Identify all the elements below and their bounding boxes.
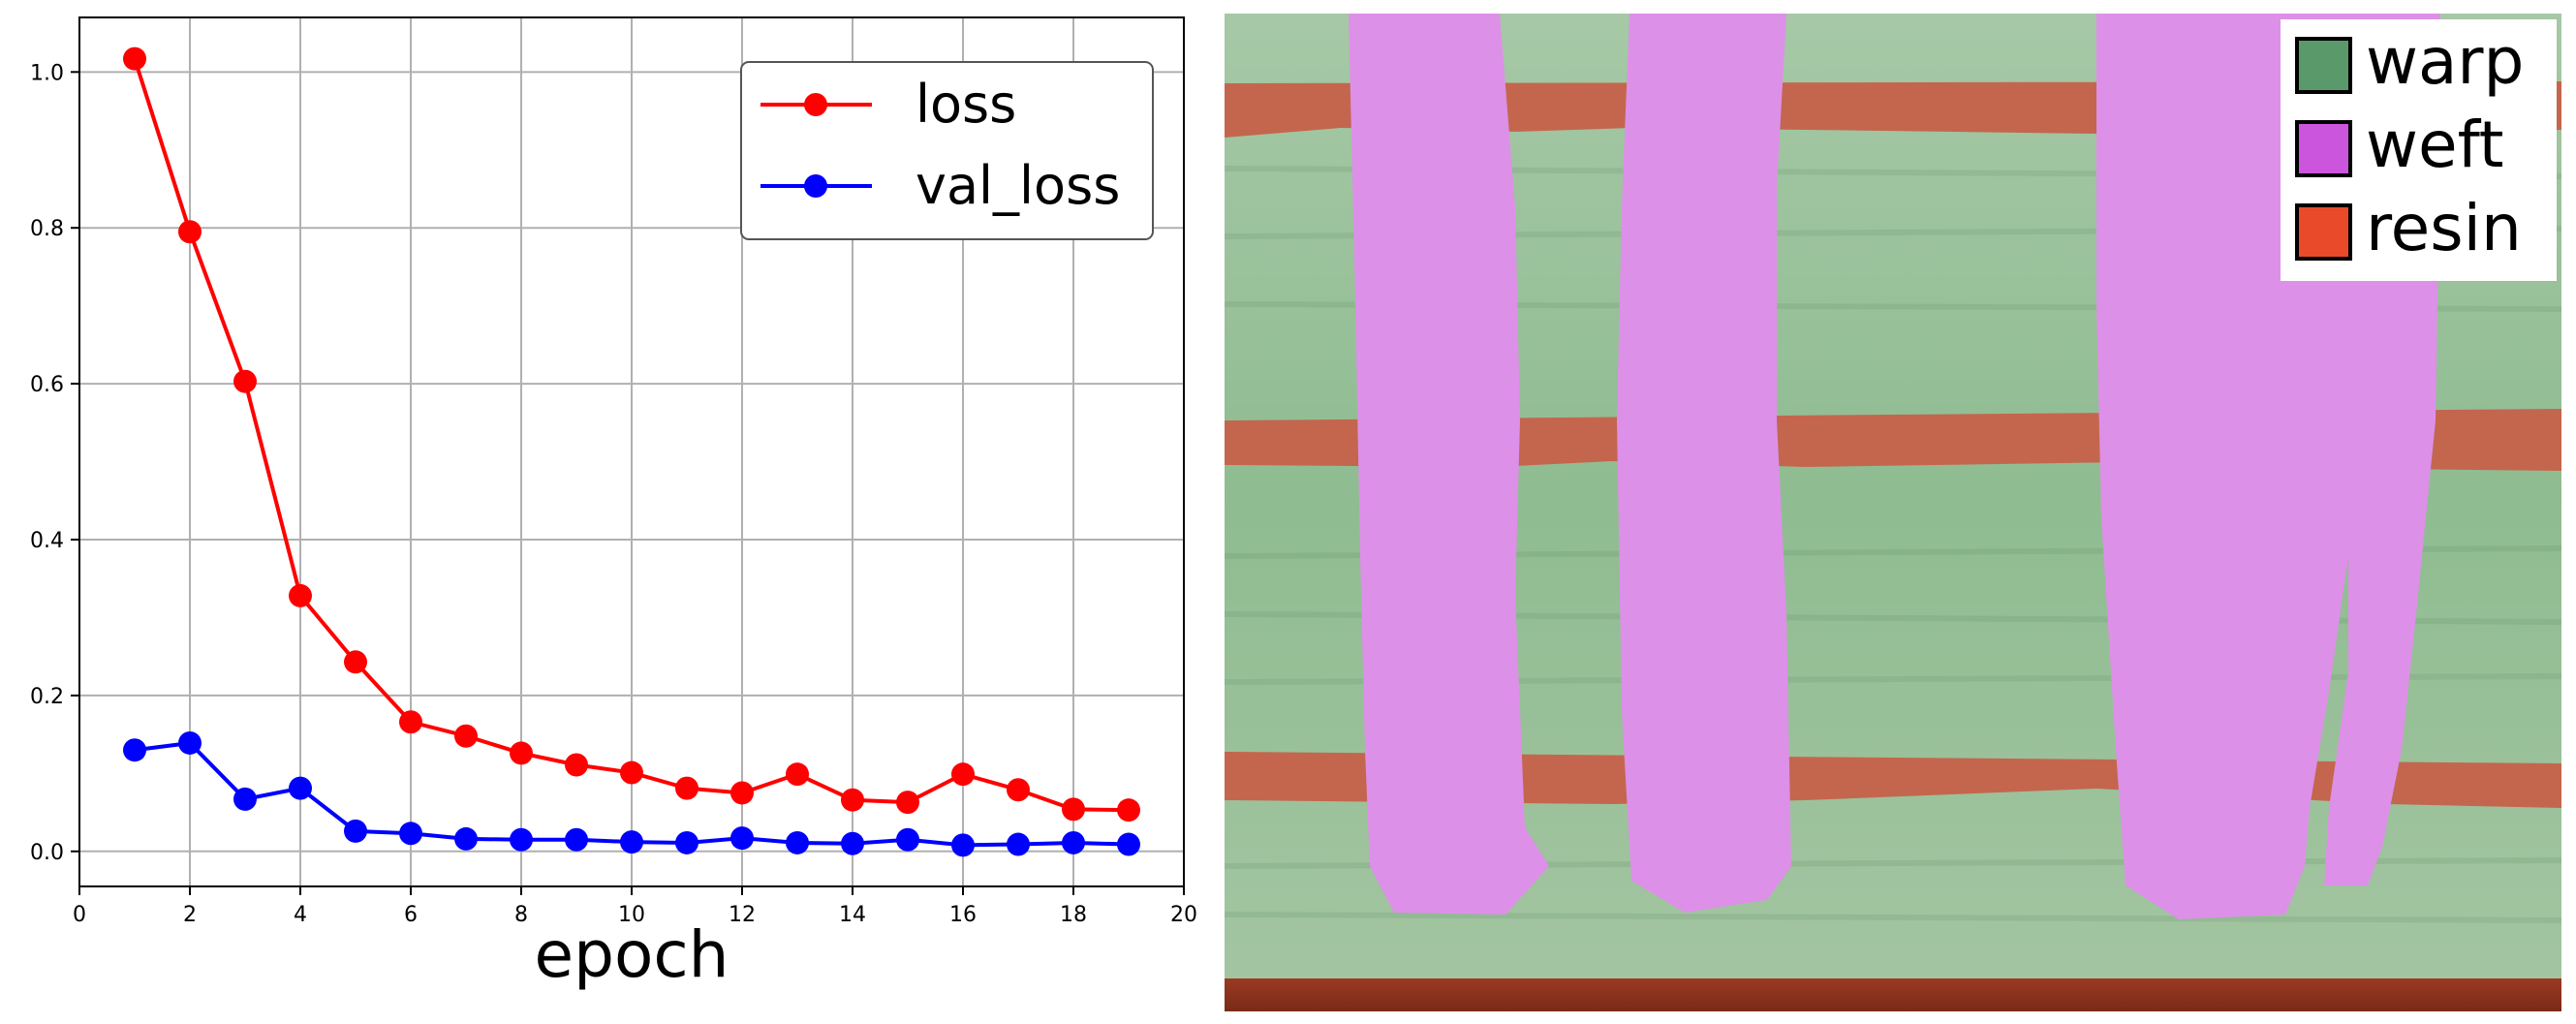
val_loss-point bbox=[233, 787, 257, 811]
loss-point bbox=[730, 781, 754, 805]
y-tick-label: 0.6 bbox=[30, 373, 64, 397]
loss-point bbox=[178, 220, 202, 244]
seg-legend-weft-swatch bbox=[2295, 120, 2352, 177]
legend-val-loss-label: val_loss bbox=[916, 155, 1120, 216]
x-tick-label: 14 bbox=[839, 903, 866, 927]
segmentation-image: warp weft resin bbox=[1225, 14, 2561, 1011]
loss-point bbox=[951, 762, 975, 787]
val_loss-point bbox=[344, 819, 367, 843]
x-tick-label: 12 bbox=[729, 903, 756, 927]
y-tick-label: 0.8 bbox=[30, 217, 64, 241]
seg-legend-weft-label: weft bbox=[2366, 108, 2504, 182]
val_loss-point bbox=[123, 738, 146, 762]
y-tick-label: 0.4 bbox=[30, 529, 64, 553]
loss-point bbox=[289, 583, 312, 607]
val_loss-point bbox=[730, 826, 754, 851]
x-tick-label: 6 bbox=[404, 903, 418, 927]
loss-point bbox=[675, 776, 698, 800]
loss-point bbox=[841, 788, 864, 812]
legend-val-loss-marker bbox=[804, 174, 827, 198]
x-tick-label: 20 bbox=[1170, 903, 1197, 927]
loss-point bbox=[123, 47, 146, 71]
series-layer bbox=[123, 47, 1140, 857]
val_loss-point bbox=[841, 831, 864, 855]
val_loss-point bbox=[1062, 830, 1085, 854]
axis-ticks: 0 2 4 6 8 10 12 14 16 18 20 0.0 0.2 0.4 0.6 0.8 1.0 bbox=[30, 61, 1197, 927]
val_loss-point bbox=[786, 830, 809, 854]
x-tick-label: 8 bbox=[514, 903, 528, 927]
chart-legend: loss val_loss bbox=[740, 61, 1154, 240]
seg-legend-resin-label: resin bbox=[2366, 191, 2522, 265]
loss-point bbox=[1062, 797, 1085, 822]
seg-legend-resin-swatch bbox=[2295, 203, 2352, 261]
val_loss-point bbox=[178, 730, 202, 755]
loss-point bbox=[1007, 778, 1030, 802]
loss-point bbox=[510, 741, 533, 765]
loss-point bbox=[454, 724, 478, 748]
legend-loss-marker bbox=[804, 93, 827, 116]
x-tick-label: 0 bbox=[73, 903, 86, 927]
y-tick-label: 0.0 bbox=[30, 841, 64, 865]
val_loss-point bbox=[896, 827, 919, 852]
loss-point bbox=[896, 791, 919, 815]
val_loss-point bbox=[565, 827, 588, 852]
loss-point bbox=[1117, 798, 1140, 822]
x-tick-label: 4 bbox=[294, 903, 307, 927]
x-tick-label: 2 bbox=[183, 903, 197, 927]
loss-point bbox=[399, 710, 422, 734]
loss-point bbox=[233, 369, 257, 393]
x-axis-label: epoch bbox=[535, 917, 729, 992]
seg-legend: warp weft resin bbox=[2281, 19, 2557, 281]
val_loss-point bbox=[454, 826, 478, 851]
val_loss-point bbox=[620, 830, 643, 854]
val_loss-point bbox=[675, 830, 698, 854]
loss-point bbox=[786, 762, 809, 787]
y-tick-label: 0.2 bbox=[30, 685, 64, 709]
val_loss-point bbox=[951, 833, 975, 857]
val_loss-point bbox=[510, 827, 533, 852]
y-tick-label: 1.0 bbox=[30, 61, 64, 85]
legend-loss-label: loss bbox=[916, 74, 1016, 135]
val_loss-point bbox=[289, 776, 312, 800]
val_loss-point bbox=[1007, 832, 1030, 856]
x-tick-label: 10 bbox=[618, 903, 645, 927]
training-loss-chart: 0 2 4 6 8 10 12 14 16 18 20 0.0 0.2 0.4 0.6 0.8 1.0 epoc… bbox=[30, 16, 1197, 992]
loss-point bbox=[565, 753, 588, 777]
val_loss-point bbox=[1117, 832, 1140, 856]
x-tick-label: 16 bbox=[949, 903, 977, 927]
seg-legend-warp-label: warp bbox=[2366, 24, 2524, 99]
val_loss-point bbox=[399, 822, 422, 846]
x-tick-label: 18 bbox=[1060, 903, 1087, 927]
series-loss bbox=[123, 47, 1140, 822]
seg-legend-warp-swatch bbox=[2295, 37, 2352, 94]
resin-floor bbox=[1225, 978, 2561, 1011]
series-val_loss bbox=[123, 730, 1140, 857]
loss-point bbox=[344, 650, 367, 674]
loss-point bbox=[620, 760, 643, 785]
weft-regions bbox=[1349, 14, 2440, 919]
